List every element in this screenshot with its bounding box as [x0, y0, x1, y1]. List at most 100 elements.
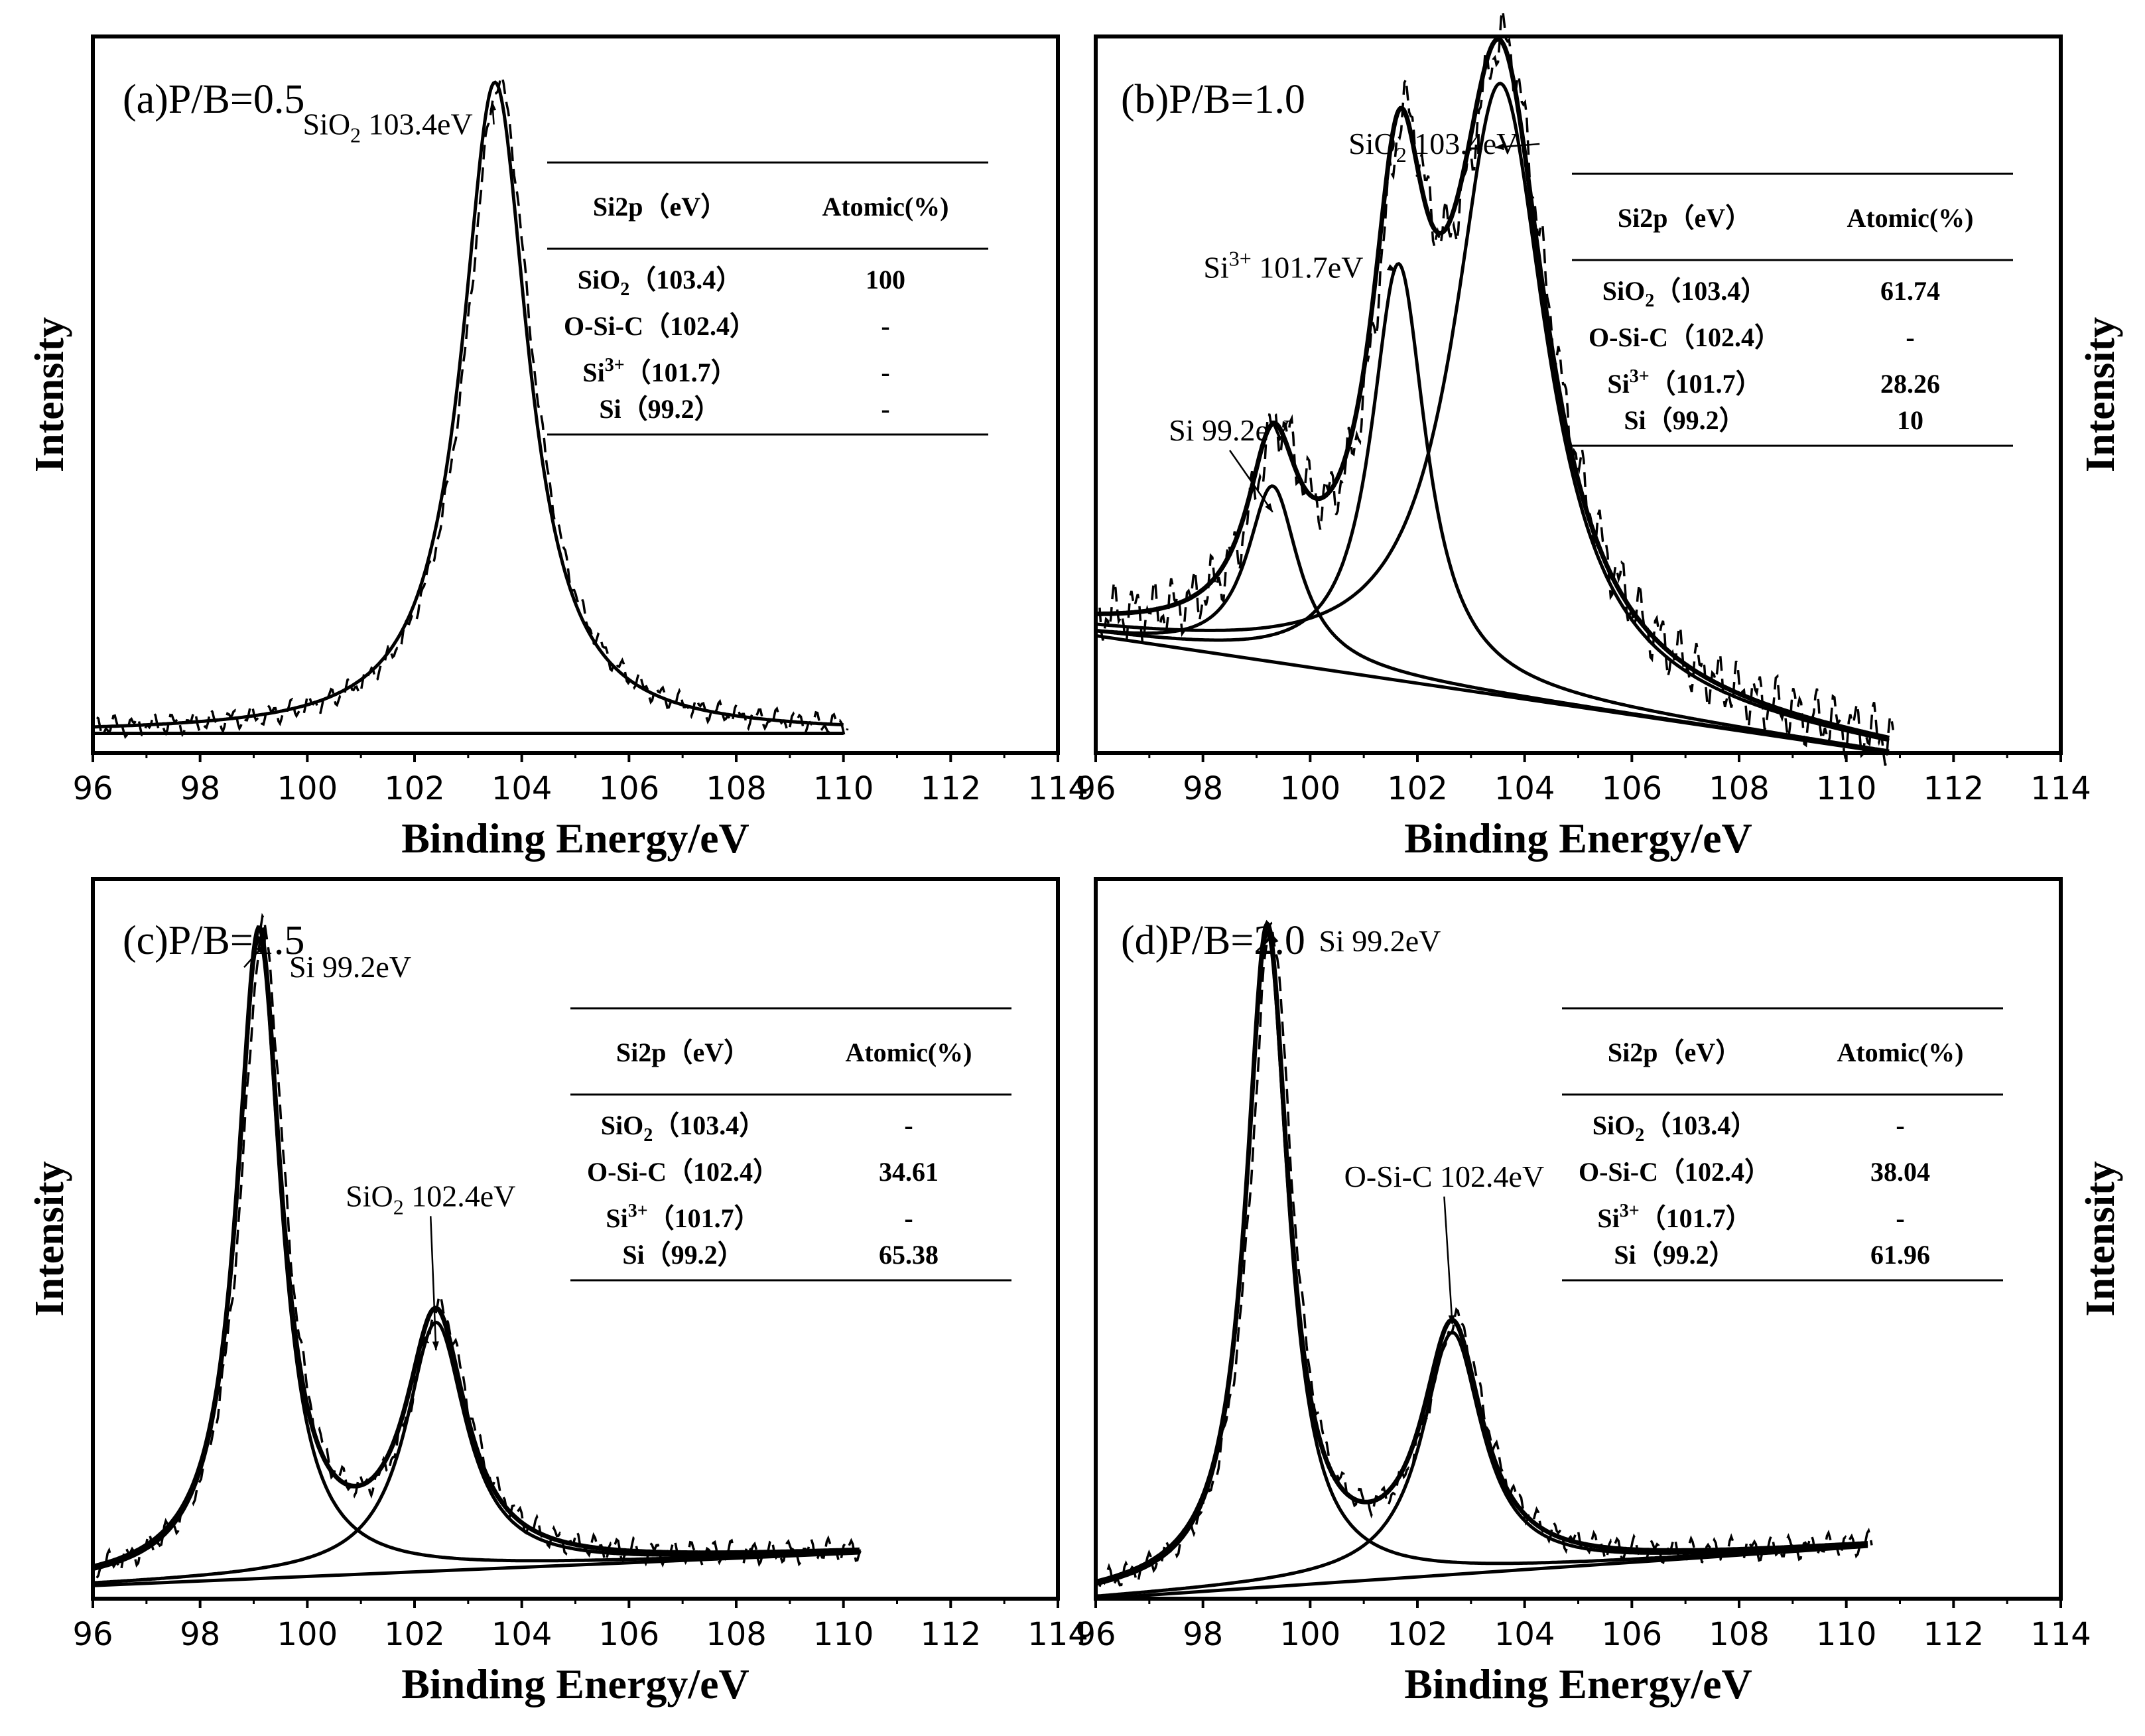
table-row-value: -: [881, 311, 889, 341]
annotation-arrow: [243, 944, 265, 968]
component-peak-sio2: [1095, 82, 1890, 742]
x-tick-label: 100: [277, 1616, 338, 1653]
annotation-arrow: [1494, 143, 1540, 151]
x-axis-label: Binding Energy/eV: [1404, 815, 1752, 862]
annotation-arrow: [1386, 264, 1397, 272]
peak-annotation: SiO2 102.4eV: [346, 1179, 515, 1219]
x-tick-label: 100: [1280, 770, 1341, 807]
table-header-atomic: Atomic(%): [1847, 203, 1973, 233]
x-tick-label: 100: [1280, 1616, 1341, 1653]
x-tick-label: 110: [1816, 770, 1877, 807]
table-row-value: 34.61: [879, 1157, 939, 1187]
table-header-atomic: Atomic(%): [845, 1037, 972, 1067]
x-tick-label: 96: [72, 1616, 113, 1653]
x-tick-label: 106: [1602, 770, 1663, 807]
table-row-value: 61.74: [1880, 276, 1940, 306]
x-tick-label: 112: [1923, 1616, 1984, 1653]
x-tick-label: 104: [491, 1616, 552, 1653]
table-row-label: Si（99.2）: [622, 1240, 744, 1270]
x-tick-label: 98: [180, 1616, 220, 1653]
annotation-arrow: [430, 1216, 439, 1351]
baseline: [92, 1551, 860, 1587]
table-row-label: SiO2（103.4）: [1602, 276, 1767, 311]
y-axis-label: Intensity: [2078, 317, 2123, 472]
table-row-value: -: [881, 358, 889, 387]
annotation-arrow: [489, 101, 497, 125]
panel-title: (a)P/B=0.5: [123, 77, 304, 122]
table-row-value: -: [904, 1110, 913, 1140]
component-peak-si3+: [1095, 261, 1890, 753]
table-row-value: -: [1906, 322, 1914, 352]
table-header-si2p: Si2p（eV）: [1618, 203, 1752, 233]
measured-spectrum: [1098, 10, 1895, 766]
x-tick-label: 108: [706, 770, 767, 807]
panel-title: (b)P/B=1.0: [1121, 77, 1305, 122]
x-tick-label: 96: [1075, 1616, 1116, 1653]
table-row-label: Si3+（101.7）: [606, 1201, 760, 1233]
x-axis-label: Binding Energy/eV: [401, 815, 749, 862]
table-row-label: O-Si-C（102.4）: [564, 311, 756, 341]
atomic-table: Si2p（eV） Atomic(%) SiO2（103.4） - O-Si-C（102.…: [1562, 1007, 2003, 1282]
annotation-arrow: [1269, 936, 1279, 945]
y-axis-label: Intensity: [27, 317, 72, 472]
table-row-value: -: [904, 1203, 913, 1233]
table-row-label: O-Si-C（102.4）: [1589, 322, 1781, 352]
x-tick-label: 114: [1027, 770, 1088, 807]
x-tick-label: 114: [2030, 1616, 2091, 1653]
x-tick-label: 110: [813, 1616, 874, 1653]
table-row-value: -: [881, 394, 889, 424]
table-header-atomic: Atomic(%): [1837, 1037, 1963, 1067]
panel-a: 96 98 100 102 104 106 108 110 112 114 Binding Ener…: [27, 34, 1088, 862]
component-peak-sio2: [93, 80, 844, 729]
x-tick-label: 98: [1183, 1616, 1223, 1653]
x-tick-label: 102: [1387, 770, 1448, 807]
annotation-arrow: [1443, 1196, 1455, 1325]
x-tick-label: 108: [706, 1616, 767, 1653]
table-row-label: SiO2（103.4）: [601, 1110, 765, 1146]
peak-annotation: O-Si-C 102.4eV: [1344, 1160, 1545, 1193]
peak-annotation: Si 99.2eV: [289, 950, 411, 984]
x-tick-label: 96: [72, 770, 113, 807]
table-row-label: SiO2（103.4）: [578, 265, 742, 300]
x-tick-label: 104: [1494, 1616, 1555, 1653]
annotation-arrow: [1229, 450, 1273, 513]
x-tick-label: 112: [1923, 770, 1984, 807]
component-peak-si: [92, 935, 860, 1571]
x-tick-label: 112: [921, 1616, 982, 1653]
table-row-value: -: [1896, 1203, 1904, 1233]
table-row-label: Si（99.2）: [1624, 405, 1745, 435]
x-tick-label: 98: [180, 770, 220, 807]
atomic-table: Si2p（eV） Atomic(%) SiO2（103.4） - O-Si-C（102.…: [570, 1007, 1011, 1282]
panel-c: 96 98 100 102 104 106 108 110 112 114 Binding Ener…: [27, 877, 1088, 1707]
y-axis-label: Intensity: [27, 1161, 72, 1316]
x-tick-label: 108: [1709, 1616, 1770, 1653]
x-tick-label: 102: [1387, 1616, 1448, 1653]
table-row-value: -: [1896, 1110, 1904, 1140]
table-row-label: Si3+（101.7）: [1607, 366, 1762, 399]
x-tick-label: 98: [1183, 770, 1223, 807]
x-tick-label: 102: [384, 1616, 445, 1653]
x-tick-label: 96: [1075, 770, 1116, 807]
x-tick-label: 102: [384, 770, 445, 807]
x-tick-label: 110: [1816, 1616, 1877, 1653]
table-row-label: Si（99.2）: [1614, 1240, 1735, 1270]
measured-spectrum: [96, 74, 849, 740]
table-header-si2p: Si2p（eV）: [1608, 1037, 1742, 1067]
measured-spectrum: [96, 913, 865, 1579]
table-row-label: O-Si-C（102.4）: [1579, 1157, 1771, 1187]
x-tick-label: 114: [1027, 1616, 1088, 1653]
x-axis-label: Binding Energy/eV: [401, 1660, 749, 1707]
x-tick-label: 114: [2030, 770, 2091, 807]
table-row-label: O-Si-C（102.4）: [587, 1157, 779, 1187]
table-header-si2p: Si2p（eV）: [616, 1037, 750, 1067]
panel-b: 96 98 100 102 104 106 108 110 112 114 Binding Ener…: [1075, 10, 2123, 862]
atomic-table: Si2p（eV） Atomic(%) SiO2（103.4） 61.74 O-Si-C（…: [1572, 172, 2013, 447]
atomic-table: Si2p（eV） Atomic(%) SiO2（103.4） 100 O-Si-C（10…: [547, 161, 988, 436]
component-peak-si: [1095, 484, 1890, 754]
baseline: [1095, 1544, 1868, 1601]
x-tick-label: 106: [599, 1616, 660, 1653]
y-axis-label: Intensity: [2078, 1161, 2123, 1316]
table-row-value: 100: [866, 265, 905, 295]
x-tick-label: 100: [277, 770, 338, 807]
